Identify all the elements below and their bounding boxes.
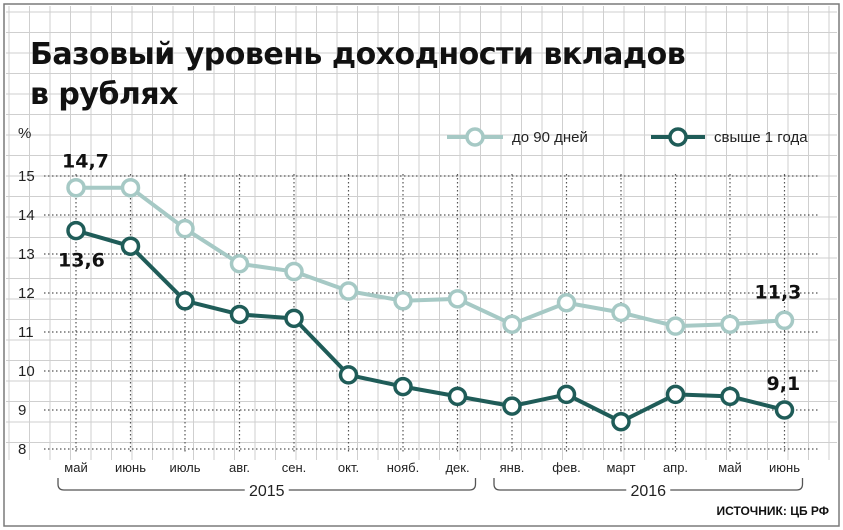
y-tick-label: 13 <box>18 246 35 263</box>
data-point-series-2 <box>284 308 304 329</box>
legend-label-series-2: свыше 1 года <box>714 129 808 146</box>
background-grid <box>6 6 837 460</box>
data-label-series-2: 9,1 <box>767 373 801 395</box>
chart-title-line-2: в рублях <box>30 77 178 112</box>
x-tick-label: июнь <box>115 460 146 475</box>
y-axis-ticks: 8 9 10 11 12 13 14 15 <box>18 168 35 458</box>
data-point-series-1 <box>284 261 304 282</box>
data-point-series-2 <box>720 386 740 407</box>
data-point-series-1 <box>393 291 413 311</box>
x-tick-label: дек. <box>445 460 469 475</box>
horizontal-gridlines <box>44 174 818 452</box>
chart-frame <box>3 3 840 527</box>
data-point-series-2 <box>66 220 86 241</box>
data-point-series-1 <box>774 310 795 331</box>
legend-marker-series-2 <box>668 127 688 147</box>
y-tick-label: 12 <box>18 285 35 302</box>
y-tick-label: 15 <box>18 168 35 185</box>
x-tick-label: май <box>718 460 741 475</box>
x-tick-label: июль <box>169 460 200 475</box>
x-tick-label: авг. <box>229 460 250 475</box>
x-tick-label: май <box>64 460 87 475</box>
data-point-series-2 <box>338 365 359 385</box>
data-point-series-2 <box>665 384 686 405</box>
y-tick-label: 9 <box>18 402 26 419</box>
data-point-series-1 <box>611 302 631 323</box>
year-groups: 2015 2016 <box>57 478 804 500</box>
y-axis-unit-label: % <box>18 125 31 142</box>
y-tick-label: 14 <box>18 207 35 224</box>
legend-marker-series-1 <box>465 127 485 147</box>
x-tick-label: июнь <box>769 460 800 475</box>
data-point-series-1 <box>720 314 740 334</box>
year-label: 2016 <box>630 483 666 500</box>
data-point-series-1 <box>175 218 195 239</box>
year-bracket <box>493 478 804 491</box>
data-label-series-1: 14,7 <box>62 151 109 173</box>
data-point-series-2 <box>447 386 468 407</box>
data-label-series-1: 11,3 <box>755 281 802 303</box>
data-point-series-2 <box>175 291 195 311</box>
y-tick-label: 8 <box>18 441 26 458</box>
x-tick-label: март <box>606 460 635 475</box>
y-tick-label: 10 <box>18 363 35 380</box>
source-note: ИСТОЧНИК: ЦБ РФ <box>716 504 829 518</box>
data-point-series-2 <box>611 411 631 432</box>
legend: до 90 дней свыше 1 года <box>447 127 808 147</box>
x-tick-label: сен. <box>282 460 307 475</box>
x-tick-label: фев. <box>552 460 580 475</box>
year-label: 2015 <box>249 483 285 500</box>
x-tick-label: апр. <box>663 460 688 475</box>
data-point-series-2 <box>229 304 250 325</box>
series-layer <box>66 177 795 432</box>
data-point-series-1 <box>556 293 577 313</box>
data-point-series-1 <box>338 281 359 301</box>
chart-title-line-1: Базовый уровень доходности вкладов <box>30 37 685 72</box>
data-point-series-1 <box>665 316 686 336</box>
x-tick-label: нояб. <box>387 460 420 475</box>
data-point-series-2 <box>774 400 795 420</box>
x-axis-ticks: май июнь июль авг. сен. окт. нояб. дек. янв. фев.… <box>64 460 800 475</box>
data-point-series-1 <box>502 314 522 334</box>
data-point-series-1 <box>66 177 86 198</box>
data-label-series-2: 13,6 <box>58 250 105 272</box>
data-point-series-1 <box>447 289 468 309</box>
legend-label-series-1: до 90 дней <box>512 129 588 146</box>
data-point-series-1 <box>229 254 250 274</box>
data-labels: 14,7 11,3 13,6 9,1 <box>58 151 801 395</box>
data-point-series-2 <box>120 236 141 256</box>
data-point-series-1 <box>120 177 141 198</box>
data-point-series-2 <box>502 396 522 416</box>
year-bracket <box>57 478 477 491</box>
x-tick-label: окт. <box>338 460 359 475</box>
x-tick-label: янв. <box>500 460 525 475</box>
y-tick-label: 11 <box>18 324 34 341</box>
data-point-series-2 <box>393 376 413 397</box>
data-point-series-2 <box>556 384 577 405</box>
